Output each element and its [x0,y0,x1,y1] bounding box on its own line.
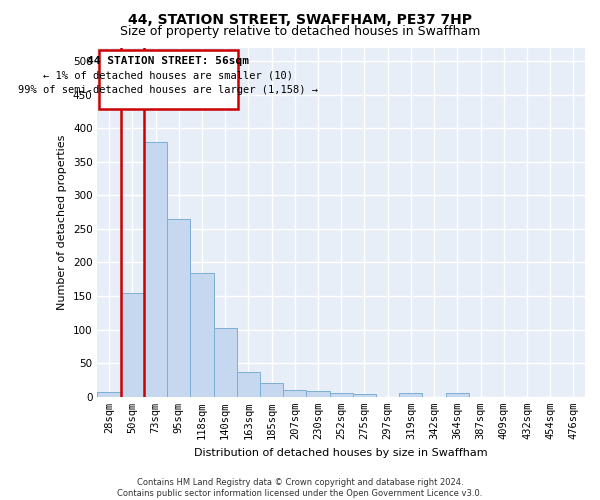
Text: Size of property relative to detached houses in Swaffham: Size of property relative to detached ho… [120,25,480,38]
Bar [307,392,329,397]
Y-axis label: Number of detached properties: Number of detached properties [57,134,67,310]
Bar [260,382,283,397]
Bar [353,394,376,397]
Text: 99% of semi-detached houses are larger (1,158) →: 99% of semi-detached houses are larger (… [18,85,318,95]
Text: Contains HM Land Registry data © Crown copyright and database right 2024.
Contai: Contains HM Land Registry data © Crown c… [118,478,482,498]
Text: 44, STATION STREET, SWAFFHAM, PE37 7HP: 44, STATION STREET, SWAFFHAM, PE37 7HP [128,12,472,26]
Bar [446,394,469,397]
Text: 44 STATION STREET: 56sqm: 44 STATION STREET: 56sqm [87,56,249,66]
Bar [237,372,260,397]
Bar [214,328,237,397]
X-axis label: Distribution of detached houses by size in Swaffham: Distribution of detached houses by size … [194,448,488,458]
Bar [167,219,190,397]
Bar [98,50,238,110]
Bar [399,394,422,397]
Bar [97,392,121,397]
Bar [329,394,353,397]
Bar [121,292,144,397]
Bar [283,390,307,397]
Bar [144,142,167,397]
Text: ← 1% of detached houses are smaller (10): ← 1% of detached houses are smaller (10) [43,70,293,81]
Bar [190,272,214,397]
